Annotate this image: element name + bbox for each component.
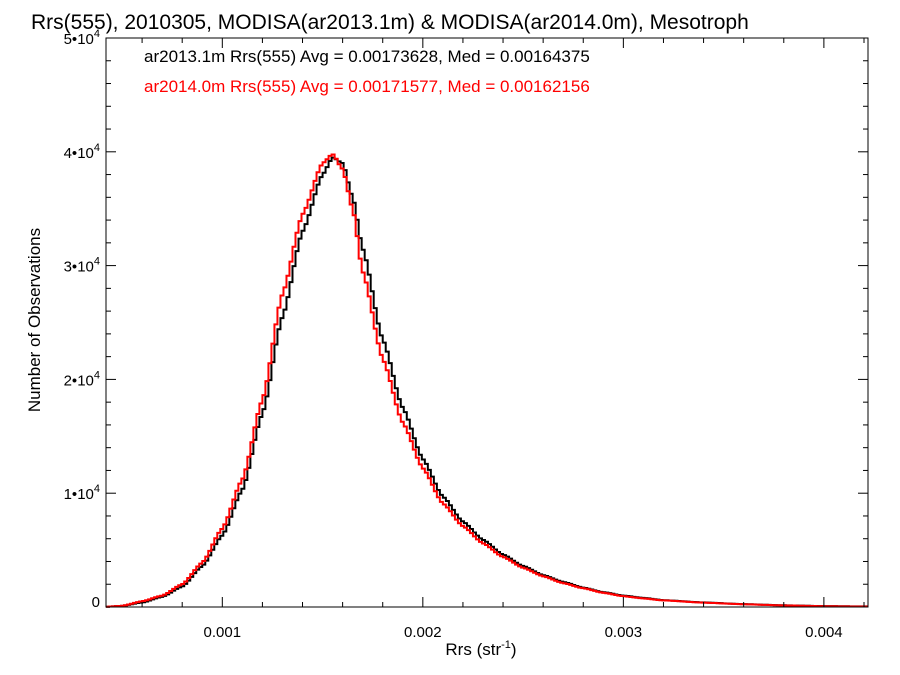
- x-axis-label-end: ): [511, 640, 517, 659]
- y-tick-label: 3•104: [64, 256, 100, 276]
- x-tick-label: 0.004: [805, 624, 843, 641]
- x-tick-label: 0.002: [404, 624, 442, 641]
- histogram-series-0: [106, 156, 868, 608]
- y-axis-label: Number of Observations: [25, 228, 44, 412]
- y-tick-label: 1•104: [64, 483, 100, 503]
- y-axis: 0 1•104 2•104 3•104 4•104 5•104: [64, 28, 868, 611]
- plot-frame: [105, 37, 869, 608]
- x-axis-label-base: Rrs (str: [445, 640, 501, 659]
- legend-entry-ar2014: ar2014.0m Rrs(555) Avg = 0.00171577, Med…: [144, 77, 590, 96]
- y-tick-label: 5•104: [64, 28, 100, 48]
- y-tick-label: 4•104: [64, 142, 100, 162]
- x-axis-label-sup: -1: [501, 639, 511, 651]
- chart-title: Rrs(555), 2010305, MODISA(ar2013.1m) & M…: [31, 11, 749, 34]
- x-axis-label: Rrs (str-1): [445, 639, 516, 659]
- y-tick-label: 0: [92, 594, 100, 611]
- x-axis: 0.001 0.002 0.003 0.004: [141, 38, 865, 641]
- x-tick-label: 0.003: [605, 624, 643, 641]
- histogram-series-1: [106, 153, 868, 608]
- legend-entry-ar2013: ar2013.1m Rrs(555) Avg = 0.00173628, Med…: [144, 47, 590, 66]
- plot-lines: [106, 153, 868, 608]
- x-tick-label: 0.001: [204, 624, 242, 641]
- y-tick-label: 2•104: [64, 369, 100, 389]
